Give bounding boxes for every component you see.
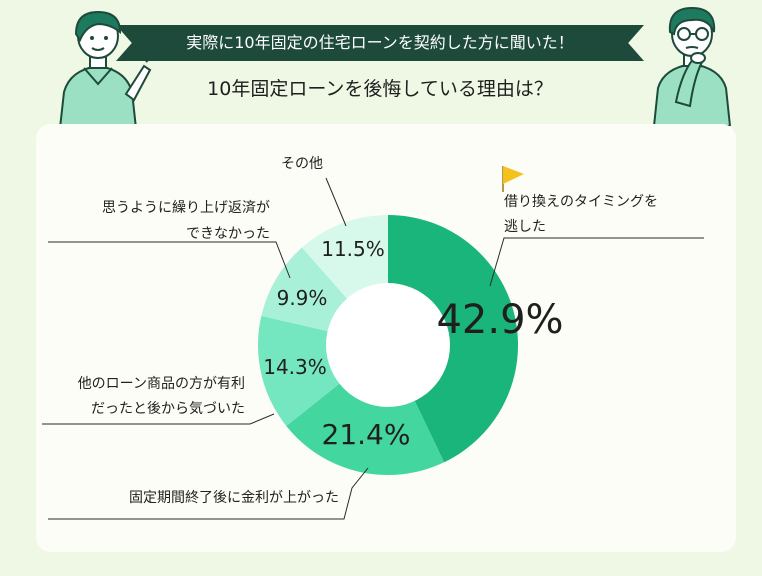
label-other: その他 xyxy=(281,156,323,172)
value-label-prepayment: 9.9% xyxy=(277,286,328,310)
slice-refinance xyxy=(388,215,519,463)
label-other-loan-line2: だったと後から気づいた xyxy=(91,401,245,417)
label-rate-rise: 固定期間終了後に金利が上がった xyxy=(129,490,339,506)
label-prepayment-line1: 思うように繰り上げ返済が xyxy=(102,200,270,216)
chart-subtitle: 10年固定ローンを後悔している理由は？ xyxy=(207,78,553,100)
title-banner xyxy=(116,25,644,61)
person-right-illustration xyxy=(652,6,732,126)
value-label-refinance: 42.9% xyxy=(436,297,563,343)
leader-line xyxy=(48,241,291,279)
label-other-loan-line1: 他のローン商品の方が有利 xyxy=(78,376,245,392)
donut-hole xyxy=(326,283,450,407)
value-label-other-loan: 14.3% xyxy=(263,355,327,379)
person-left-illustration xyxy=(58,10,153,128)
slices-group xyxy=(257,215,519,476)
leader-line xyxy=(325,177,347,227)
leader-line xyxy=(48,467,369,520)
leader-lines xyxy=(42,177,704,520)
label-refinance-line1: 借り換えのタイミングを xyxy=(504,194,658,210)
banner-text: 実際に10年固定の住宅ローンを契約した方に聞いた！ xyxy=(186,33,574,52)
label-prepayment-line2: できなかった xyxy=(186,226,270,242)
flag-icon xyxy=(502,166,524,192)
value-label-rate-rise: 21.4% xyxy=(322,418,411,451)
value-label-other: 11.5% xyxy=(321,237,385,261)
slice-rate-rise xyxy=(286,345,445,476)
label-refinance-line2: 逃した xyxy=(504,219,546,235)
leader-line xyxy=(489,237,704,287)
leader-line xyxy=(42,413,275,425)
